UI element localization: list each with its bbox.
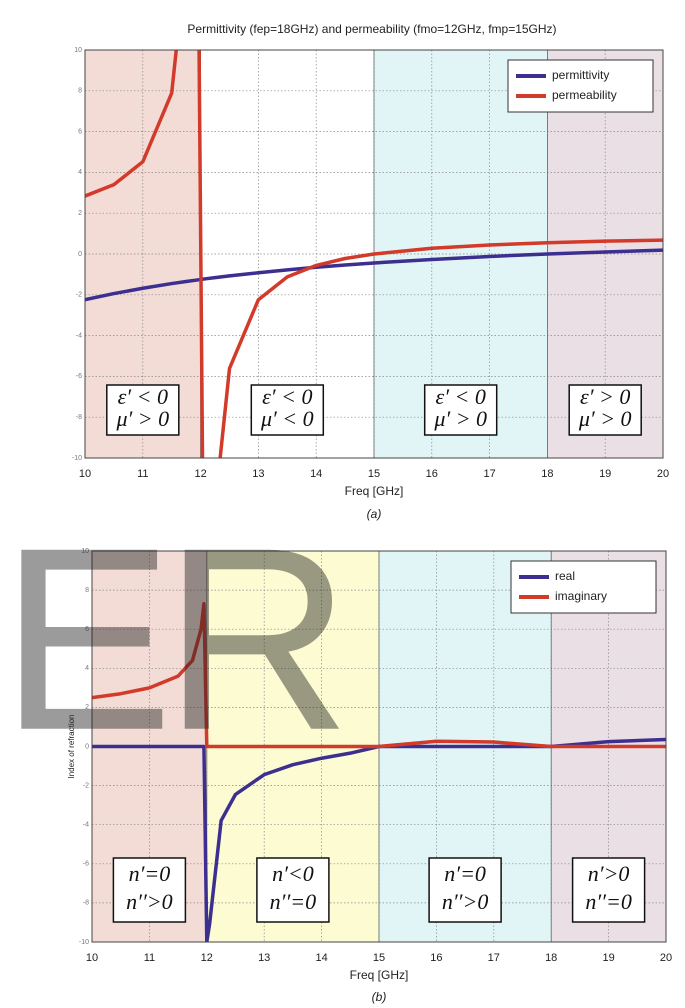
y-tick-label: 6	[78, 128, 82, 135]
region-label-box	[568, 384, 642, 436]
region-label: n′′=0	[585, 889, 631, 914]
x-axis-label: Freq [GHz]	[350, 968, 409, 982]
region-label-box	[106, 384, 180, 436]
x-tick-label: 19	[602, 952, 614, 964]
y-tick-label: -2	[83, 782, 89, 789]
x-tick-label: 17	[483, 468, 495, 480]
series-line	[92, 737, 666, 942]
y-tick-label: 10	[81, 548, 89, 555]
y-tick-label: -8	[83, 900, 89, 907]
y-axis-label: Index of refraction	[67, 714, 76, 778]
y-tick-label: -4	[83, 822, 89, 829]
region-label: n′′=0	[270, 889, 316, 914]
region-label: n′′>0	[442, 889, 488, 914]
series-line	[92, 602, 666, 749]
region-label: ε′ > 0	[580, 384, 630, 409]
region-label: ε′ < 0	[262, 384, 312, 409]
x-tick-label: 12	[194, 468, 206, 480]
y-tick-label: -6	[83, 861, 89, 868]
region-label-box	[428, 857, 502, 923]
x-tick-label: 20	[657, 468, 669, 480]
y-tick-label: -10	[79, 939, 89, 946]
y-tick-label: -10	[72, 455, 82, 462]
region-label: ε′ < 0	[118, 384, 168, 409]
y-tick-label: 0	[85, 743, 89, 750]
x-tick-label: 15	[373, 952, 385, 964]
series-line	[85, 248, 663, 302]
region-label: ε′ < 0	[436, 384, 486, 409]
y-tick-label: 6	[85, 626, 89, 633]
watermark: ER	[0, 495, 342, 785]
x-tick-label: 14	[315, 952, 327, 964]
plot-lines	[92, 602, 666, 942]
x-tick-label: 11	[137, 468, 148, 480]
region-label-box	[250, 384, 325, 436]
y-tick-label: 4	[85, 665, 89, 672]
x-tick-label: 18	[545, 952, 557, 964]
caption: (b)	[372, 990, 387, 1004]
plot-lines	[85, 50, 663, 458]
region-label: n′<0	[272, 861, 314, 886]
y-tick-label: -2	[76, 292, 82, 299]
y-tick-label: 8	[78, 88, 82, 95]
y-tick-label: 10	[74, 47, 82, 54]
region-label: μ′ > 0	[578, 406, 632, 431]
region-label-box	[112, 857, 187, 923]
region-label-box	[571, 857, 646, 923]
region-label: n′>0	[588, 861, 630, 886]
y-tick-label: 0	[78, 251, 82, 258]
region-label: n′=0	[129, 861, 171, 886]
y-tick-label: -4	[76, 332, 82, 339]
region-label-box	[423, 384, 498, 436]
x-tick-label: 11	[144, 952, 155, 964]
legend-box	[510, 560, 657, 614]
caption: (a)	[367, 507, 382, 521]
x-tick-label: 20	[660, 952, 672, 964]
x-tick-label: 17	[488, 952, 500, 964]
x-tick-label: 10	[79, 468, 91, 480]
region-label: μ′ > 0	[115, 406, 169, 431]
legend-label: real	[555, 569, 575, 583]
series-line	[85, 50, 663, 458]
x-tick-label: 16	[430, 952, 442, 964]
x-tick-label: 19	[599, 468, 611, 480]
legend-label: permittivity	[552, 68, 609, 82]
x-tick-label: 12	[201, 952, 213, 964]
y-tick-label: 2	[78, 210, 82, 217]
x-tick-label: 10	[86, 952, 98, 964]
region-label: n′=0	[444, 861, 486, 886]
plot-frame	[91, 550, 667, 943]
plot-frame	[84, 49, 664, 459]
region-label-box	[256, 857, 330, 923]
y-tick-label: 2	[85, 704, 89, 711]
x-tick-label: 13	[258, 952, 270, 964]
x-tick-label: 16	[426, 468, 438, 480]
y-tick-label: 8	[85, 587, 89, 594]
x-tick-label: 14	[310, 468, 322, 480]
x-axis-label: Freq [GHz]	[345, 484, 404, 498]
y-tick-label: -8	[76, 414, 82, 421]
x-tick-label: 18	[541, 468, 553, 480]
y-tick-label: -6	[76, 373, 82, 380]
legend-box	[507, 59, 654, 113]
legend-label: permeability	[552, 88, 617, 102]
chart-title: Permittivity (fep=18GHz) and permeabilit…	[187, 22, 556, 36]
region-label: n′′>0	[126, 889, 172, 914]
region-label: μ′ > 0	[433, 406, 487, 431]
legend-label: imaginary	[555, 589, 607, 603]
y-tick-label: 4	[78, 169, 82, 176]
region-label: μ′ < 0	[260, 406, 314, 431]
x-tick-label: 15	[368, 468, 380, 480]
x-tick-label: 13	[252, 468, 264, 480]
